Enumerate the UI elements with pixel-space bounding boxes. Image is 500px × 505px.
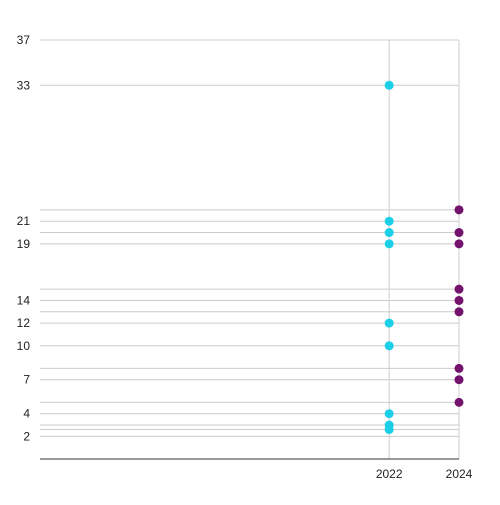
data-point xyxy=(454,228,464,238)
data-point xyxy=(384,409,394,419)
data-point xyxy=(454,375,464,385)
y-tick-label: 33 xyxy=(17,78,31,92)
y-axis-tick-labels: 37 33 21 19 14 12 10 7 4 2 xyxy=(17,33,31,443)
data-point xyxy=(454,307,464,317)
data-point xyxy=(384,341,394,351)
data-point xyxy=(454,239,464,249)
y-tick-label: 2 xyxy=(23,429,30,443)
data-point xyxy=(384,216,394,226)
data-point xyxy=(384,80,394,90)
y-tick-label: 19 xyxy=(17,237,31,251)
x-tick-label: 2022 xyxy=(376,467,403,481)
x-tick-label: 2024 xyxy=(446,467,473,481)
gridlines xyxy=(40,39,460,459)
data-point xyxy=(454,205,464,215)
data-point xyxy=(384,318,394,328)
y-tick-label: 4 xyxy=(23,407,30,421)
y-tick-label: 37 xyxy=(17,33,31,47)
data-point xyxy=(384,239,394,249)
y-tick-label: 14 xyxy=(17,293,31,307)
y-tick-label: 10 xyxy=(17,339,31,353)
x-axis-tick-labels: 2022 2024 xyxy=(376,467,473,481)
y-tick-label: 12 xyxy=(17,316,31,330)
y-tick-label: 21 xyxy=(17,214,31,228)
data-point xyxy=(384,228,394,238)
y-tick-label: 7 xyxy=(23,373,30,387)
data-point xyxy=(384,425,394,435)
data-point xyxy=(454,295,464,305)
data-points xyxy=(384,80,464,435)
data-point xyxy=(454,363,464,373)
data-point xyxy=(454,397,464,407)
data-point xyxy=(454,284,464,294)
